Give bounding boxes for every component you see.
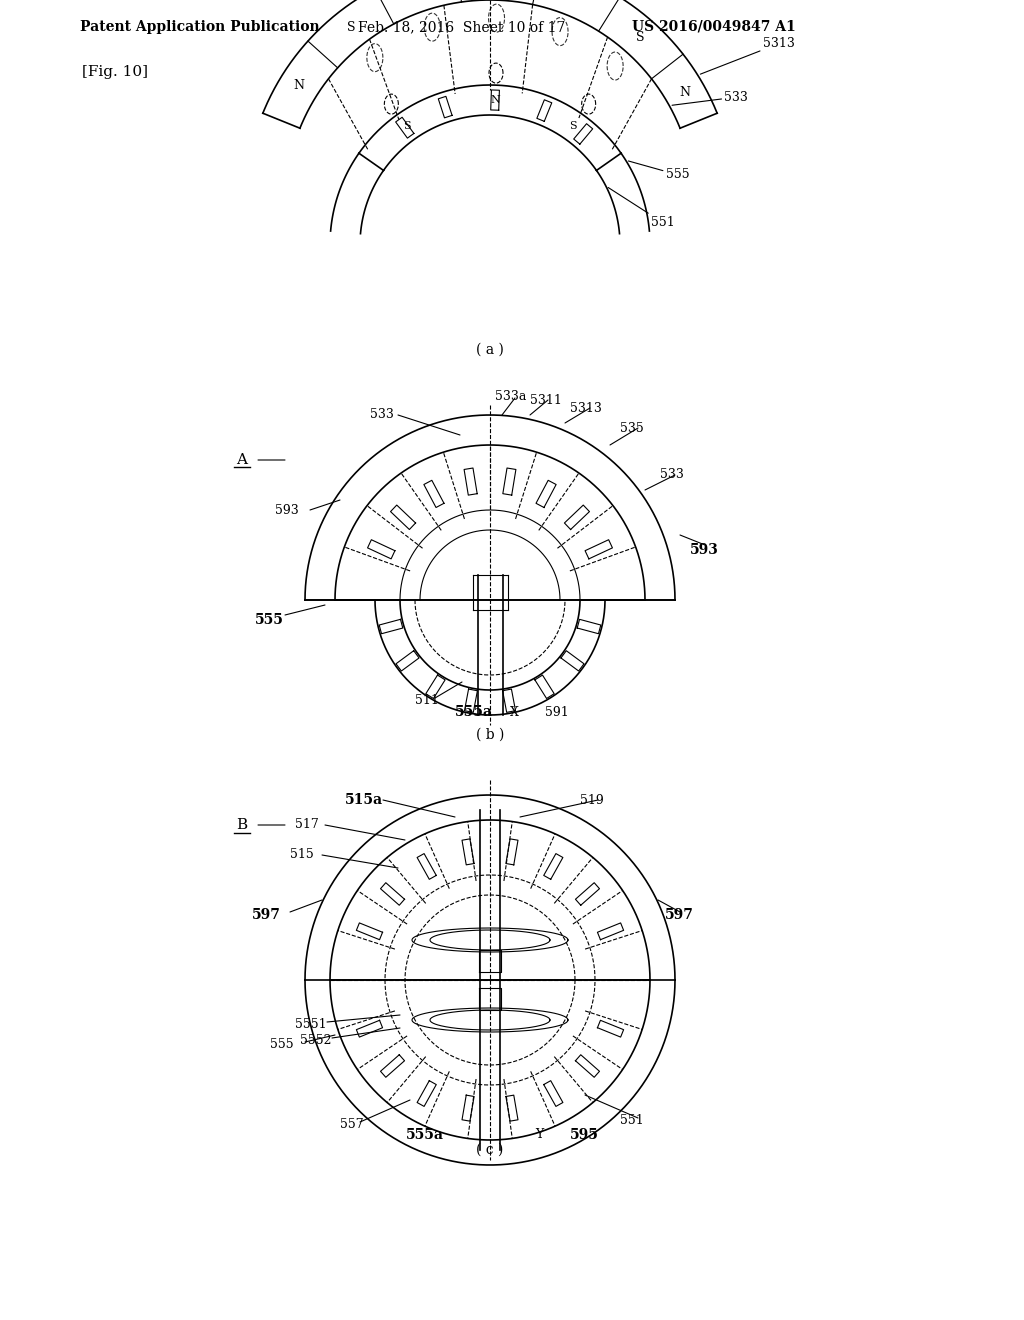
Text: S: S bbox=[569, 121, 577, 131]
Text: ( c ): ( c ) bbox=[476, 1143, 504, 1158]
Text: 533: 533 bbox=[370, 408, 394, 421]
Text: 511: 511 bbox=[415, 693, 439, 706]
Text: 593: 593 bbox=[275, 503, 299, 516]
Text: 519: 519 bbox=[580, 793, 604, 807]
Text: Y: Y bbox=[535, 1129, 544, 1142]
Text: 515: 515 bbox=[290, 849, 313, 862]
Text: N: N bbox=[490, 95, 500, 106]
Text: S: S bbox=[636, 32, 645, 45]
Text: S: S bbox=[403, 121, 411, 131]
Text: [Fig. 10]: [Fig. 10] bbox=[82, 65, 148, 79]
Text: A: A bbox=[237, 453, 248, 467]
Text: 533a: 533a bbox=[495, 391, 526, 404]
Text: 557: 557 bbox=[340, 1118, 364, 1131]
Text: 5313: 5313 bbox=[570, 401, 602, 414]
Text: 517: 517 bbox=[295, 818, 318, 832]
Text: 533: 533 bbox=[672, 91, 749, 106]
Text: 5313: 5313 bbox=[700, 37, 795, 74]
Text: N: N bbox=[294, 79, 305, 92]
Text: 555: 555 bbox=[629, 161, 689, 181]
Text: 555: 555 bbox=[270, 1039, 294, 1052]
Text: 591: 591 bbox=[545, 705, 568, 718]
Text: 5311: 5311 bbox=[530, 393, 562, 407]
Text: 555: 555 bbox=[255, 612, 284, 627]
Text: 551: 551 bbox=[620, 1114, 644, 1126]
Text: 533: 533 bbox=[660, 469, 684, 482]
Text: 597: 597 bbox=[252, 908, 281, 921]
Text: B: B bbox=[237, 818, 248, 832]
Text: ( a ): ( a ) bbox=[476, 343, 504, 356]
Text: 5551: 5551 bbox=[295, 1019, 327, 1031]
Text: ( b ): ( b ) bbox=[476, 729, 504, 742]
Text: 515a: 515a bbox=[345, 793, 383, 807]
Text: 555a: 555a bbox=[455, 705, 493, 719]
Text: S: S bbox=[347, 21, 355, 34]
Text: Feb. 18, 2016  Sheet 10 of 17: Feb. 18, 2016 Sheet 10 of 17 bbox=[358, 20, 565, 34]
Text: 595: 595 bbox=[570, 1129, 599, 1142]
Text: N: N bbox=[568, 0, 580, 3]
Text: N: N bbox=[679, 86, 690, 99]
Text: US 2016/0049847 A1: US 2016/0049847 A1 bbox=[632, 20, 796, 34]
Text: 535: 535 bbox=[620, 421, 644, 434]
Text: 5552: 5552 bbox=[300, 1034, 332, 1047]
Text: 551: 551 bbox=[608, 187, 675, 228]
Text: 593: 593 bbox=[690, 543, 719, 557]
Text: Patent Application Publication: Patent Application Publication bbox=[80, 20, 319, 34]
Text: X: X bbox=[510, 705, 519, 718]
Text: 597: 597 bbox=[665, 908, 694, 921]
Text: 555a: 555a bbox=[406, 1129, 444, 1142]
